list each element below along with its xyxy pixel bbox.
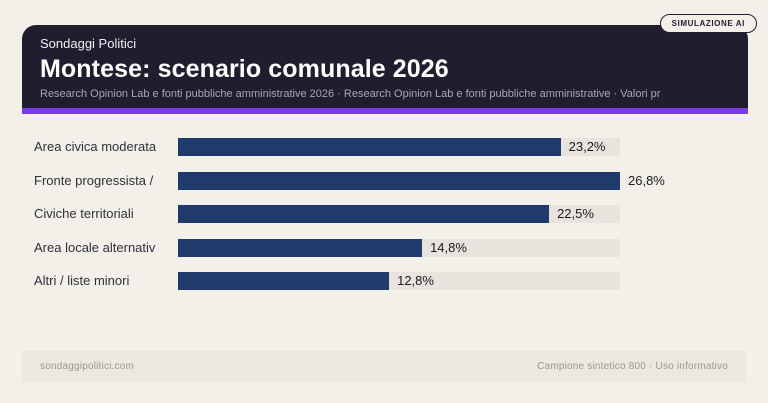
- bar-fill: [178, 138, 561, 156]
- bar-track: 12,8%: [178, 272, 620, 290]
- chart-row: Area civica moderata 23,2%: [0, 138, 768, 156]
- simulazione-ai-badge: SIMULAZIONE AI: [659, 14, 757, 34]
- accent-strip: [22, 108, 748, 114]
- value-label: 14,8%: [430, 239, 467, 255]
- source-subtitle: Research Opinion Lab e fonti pubbliche a…: [40, 88, 661, 100]
- bar-track: 23,2%: [178, 138, 620, 156]
- value-label: 12,8%: [397, 273, 434, 288]
- bar-fill: [178, 272, 390, 290]
- bar-track: 22,5%: [178, 205, 620, 223]
- bar-track: 14,8%: [178, 238, 620, 257]
- page-title: Montese: scenario comunale 2026: [40, 55, 449, 84]
- bar-fill: [178, 171, 620, 190]
- category-label: Altri / liste minori: [34, 273, 130, 288]
- value-label: 23,2%: [568, 139, 606, 154]
- bar-chart: Area civica moderata 23,2% Fronte progress…: [0, 138, 768, 306]
- value-label: 22,5%: [557, 206, 594, 221]
- bar-fill: [178, 205, 550, 223]
- footer-site-url: sondaggipolitici.com: [40, 361, 135, 372]
- chart-row: Altri / liste minori 12,8%: [0, 272, 768, 290]
- chart-row: Civiche territoriali 22,5%: [0, 205, 768, 223]
- footer-sample-note: Campione sintetico 800 · Uso informativo: [537, 361, 728, 372]
- bar-fill: [178, 238, 423, 257]
- bar-track: 26,8%: [178, 171, 665, 190]
- chart-row: Fronte progressista / 26,8%: [0, 171, 768, 190]
- footer-band: sondaggipolitici.com Campione sintetico …: [22, 351, 746, 382]
- category-label: Civiche territoriali: [34, 206, 134, 221]
- value-label: 26,8%: [628, 172, 665, 188]
- category-label: Area locale alternativ: [34, 239, 156, 255]
- chart-row: Area locale alternativ 14,8%: [0, 238, 768, 257]
- brand-kicker: Sondaggi Politici: [40, 36, 137, 51]
- category-label: Area civica moderata: [34, 139, 157, 154]
- category-label: Fronte progressista /: [34, 172, 154, 188]
- header-panel: Sondaggi Politici Montese: scenario comu…: [22, 25, 748, 108]
